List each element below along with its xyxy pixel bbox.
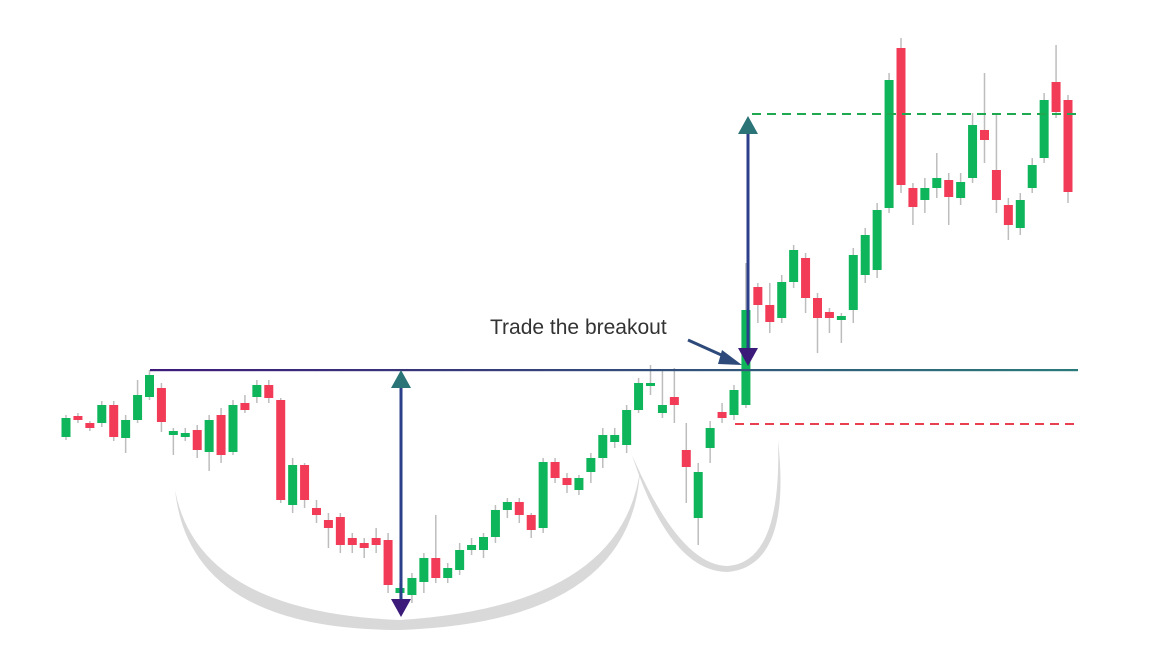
candle-body (431, 558, 441, 578)
candle-body (622, 410, 632, 445)
candle-body (538, 462, 548, 528)
candle-body (61, 418, 71, 437)
candle-body (789, 250, 799, 282)
candle-body (526, 515, 536, 530)
candle-body (490, 510, 500, 537)
candle-body (133, 395, 143, 420)
candle-body (1039, 100, 1049, 158)
candle-body (681, 450, 691, 467)
candle-body (240, 403, 250, 410)
candle-body (777, 282, 787, 318)
candle-body (335, 517, 345, 545)
candle-body (312, 508, 321, 515)
candle-body (717, 412, 727, 418)
candle-body (824, 312, 834, 318)
candle-body (276, 400, 286, 500)
candle-body (657, 405, 667, 413)
candle-body (872, 210, 882, 270)
candle-body (729, 390, 739, 415)
candle-body (204, 420, 214, 452)
candle-body (1027, 165, 1037, 188)
candle-body (347, 538, 357, 545)
target-arrow-head (738, 116, 758, 134)
candle-body (180, 433, 190, 437)
candle-body (896, 48, 906, 185)
candle-body (73, 416, 83, 420)
candle-body (467, 545, 477, 550)
candle-body (419, 558, 429, 582)
candle-body (168, 431, 178, 435)
candle-body (884, 80, 894, 208)
candle-body (646, 383, 655, 386)
candle-body (836, 316, 846, 320)
annotation: Trade the breakout (490, 316, 667, 339)
candle-body (288, 465, 298, 505)
candle-body (586, 458, 596, 472)
candle-body (562, 478, 572, 485)
candle-body (502, 502, 512, 510)
candle-body (634, 383, 644, 410)
candle-body (550, 462, 560, 478)
candle-body (1051, 82, 1061, 112)
candle-body (765, 305, 775, 322)
candle-body (359, 543, 369, 548)
resistance-line (150, 369, 1078, 372)
candle-body (908, 188, 918, 207)
candle-body (813, 298, 822, 318)
candle-body (97, 405, 107, 423)
candle-body (1003, 205, 1013, 225)
candle-body (156, 388, 166, 422)
candle-body (956, 182, 966, 198)
candle-body (514, 502, 524, 515)
candle-body (801, 258, 811, 298)
annotation-arrowhead (718, 350, 742, 365)
candle-body (443, 568, 453, 578)
candle-body (300, 465, 310, 500)
candle-body (598, 435, 608, 458)
candle-body (574, 478, 584, 490)
candle-body (192, 430, 202, 450)
candle-body (407, 578, 417, 595)
candle-body (145, 375, 154, 397)
candle-body (121, 420, 131, 438)
candle-body (1015, 200, 1025, 228)
candle-body (252, 385, 262, 397)
candle-body (323, 520, 333, 528)
candle-body (371, 538, 381, 545)
candle-body (216, 415, 226, 455)
candle-body (264, 385, 274, 398)
candle-body (705, 428, 715, 448)
candle-body (920, 188, 930, 200)
candle-body (85, 423, 95, 428)
candle-body (860, 235, 870, 275)
candle-body (980, 130, 989, 140)
candle-body (228, 405, 238, 452)
candle-body (109, 405, 119, 437)
candle-body (455, 550, 465, 570)
candle-body (693, 472, 703, 518)
candle-body (753, 287, 763, 305)
target-arrow-head (738, 348, 758, 366)
candle-body (932, 178, 942, 188)
candle-body (944, 180, 954, 197)
handle-arc (632, 440, 781, 572)
candle-body (1063, 100, 1073, 192)
cup-depth-arrow-head (391, 599, 411, 617)
candle-body (669, 397, 679, 405)
candle-body (848, 255, 858, 310)
candle-body (383, 540, 393, 585)
candle-body (968, 125, 978, 178)
candle-body (479, 537, 488, 550)
cup-depth-arrow-head (391, 370, 411, 388)
candle-body (610, 435, 620, 442)
overlay (150, 113, 1080, 617)
cup-arc (175, 470, 640, 630)
candle-body (991, 170, 1001, 200)
